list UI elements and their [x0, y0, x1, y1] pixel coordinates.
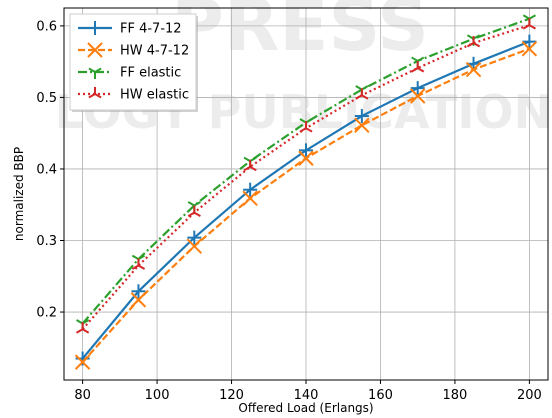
data-point-hw-elastic: [355, 88, 369, 100]
data-point-ff-4-7-12: [187, 230, 202, 245]
data-point-hw-4-7-12: [242, 190, 258, 206]
legend-marker-ff-elastic: [88, 67, 102, 79]
data-point-hw-4-7-12: [186, 238, 203, 254]
y-tick-label: 0.2: [36, 306, 57, 321]
y-axis-label: normalized BBP: [12, 147, 26, 241]
data-point-hw-4-7-12: [409, 88, 426, 104]
data-point-ff-4-7-12: [354, 109, 369, 124]
data-point-ff-4-7-12: [131, 284, 146, 299]
x-tick-label: 160: [368, 388, 393, 403]
y-tick-label: 0.3: [36, 234, 57, 249]
series-layer: [74, 14, 538, 370]
data-point-hw-elastic: [411, 61, 425, 73]
watermark-line-1: PRESS: [171, 0, 429, 67]
series-hw-4-7-12: [74, 41, 538, 370]
legend-label-hw-elastic: HW elastic: [120, 88, 189, 103]
data-point-hw-4-7-12: [74, 354, 91, 370]
legend-entry-ff-elastic: FF elastic: [78, 66, 181, 81]
data-point-hw-elastic: [466, 36, 481, 48]
data-point-hw-4-7-12: [465, 61, 482, 78]
x-tick-label: 120: [219, 388, 244, 403]
data-point-hw-elastic: [522, 18, 536, 30]
data-point-hw-elastic: [76, 322, 90, 334]
series-ff-4-7-12: [75, 34, 537, 366]
legend-marker-hw-elastic: [88, 87, 102, 99]
x-tick-label: 200: [517, 388, 542, 403]
legend-entry-ff-4-7-12: FF 4-7-12: [78, 21, 182, 37]
x-tick-label: 100: [145, 388, 170, 403]
data-point-hw-4-7-12: [521, 41, 538, 57]
legend-label-ff-4-7-12: FF 4-7-12: [120, 22, 182, 37]
x-tick-label: 140: [294, 388, 319, 403]
data-point-hw-elastic: [299, 121, 313, 133]
y-tick-label: 0.5: [36, 91, 57, 106]
data-point-ff-4-7-12: [243, 182, 258, 197]
series-hw-elastic: [76, 18, 536, 334]
x-tick-label: 80: [74, 388, 91, 403]
data-point-hw-elastic: [243, 159, 257, 172]
data-point-ff-4-7-12: [299, 143, 313, 158]
legend-entry-hw-elastic: HW elastic: [78, 87, 189, 103]
data-point-hw-4-7-12: [354, 117, 370, 134]
legend-label-ff-elastic: FF elastic: [120, 66, 181, 81]
x-axis-label: Offered Load (Erlangs): [238, 401, 373, 415]
y-tick-label: 0.4: [36, 162, 57, 177]
data-point-hw-4-7-12: [298, 150, 314, 166]
data-point-hw-elastic: [131, 258, 146, 270]
legend-marker-ff-4-7-12: [88, 21, 102, 35]
legend: FF 4-7-12 HW 4-7-12 FF elastic HW elastic: [69, 13, 198, 112]
legend-entry-hw-4-7-12: HW 4-7-12: [78, 42, 189, 59]
legend-box: [69, 13, 197, 111]
legend-marker-hw-4-7-12: [87, 42, 103, 58]
legend-label-hw-4-7-12: HW 4-7-12: [120, 44, 189, 59]
data-point-ff-4-7-12: [522, 34, 537, 49]
data-point-hw-4-7-12: [130, 292, 147, 308]
data-point-ff-4-7-12: [410, 81, 425, 96]
x-tick-label: 180: [443, 388, 468, 403]
data-point-hw-elastic: [187, 205, 201, 217]
ticks: 80 100 120 140 160 180 200 0.2 0.3 0.4 0.5 0.6: [36, 19, 541, 403]
grid: [64, 8, 548, 380]
y-tick-label: 0.6: [36, 19, 57, 34]
